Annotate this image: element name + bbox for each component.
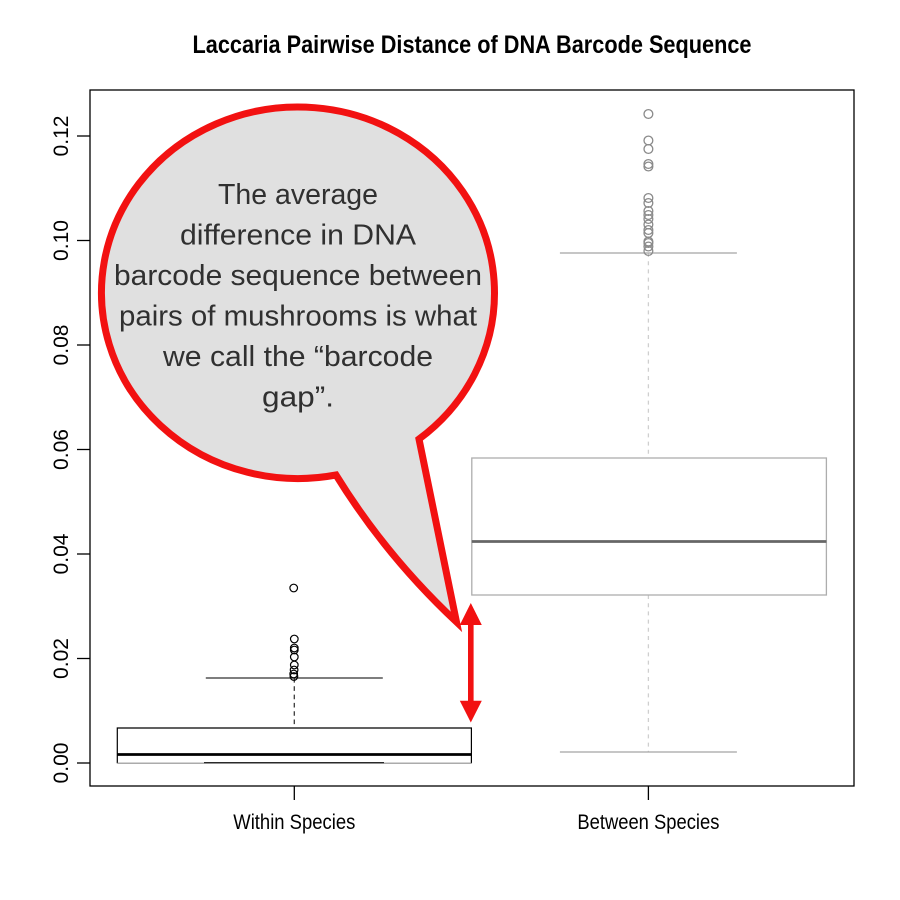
svg-text:0.08: 0.08 bbox=[50, 325, 73, 366]
svg-text:0.02: 0.02 bbox=[50, 638, 73, 679]
svg-text:Laccaria Pairwise Distance of: Laccaria Pairwise Distance of DNA Barcod… bbox=[193, 31, 752, 59]
svg-text:Between Species: Between Species bbox=[577, 811, 719, 834]
svg-text:Within Species: Within Species bbox=[233, 811, 355, 834]
svg-text:0.10: 0.10 bbox=[50, 220, 73, 261]
svg-text:0.12: 0.12 bbox=[50, 116, 73, 157]
svg-text:0.06: 0.06 bbox=[50, 429, 73, 470]
svg-text:gap”.: gap”. bbox=[262, 382, 334, 414]
svg-text:0.04: 0.04 bbox=[50, 533, 73, 574]
svg-text:The average: The average bbox=[218, 179, 378, 211]
svg-text:difference in DNA: difference in DNA bbox=[180, 220, 417, 252]
svg-text:we call the “barcode: we call the “barcode bbox=[162, 341, 433, 373]
svg-text:pairs of mushrooms is what: pairs of mushrooms is what bbox=[119, 301, 477, 333]
svg-text:barcode sequence between: barcode sequence between bbox=[114, 260, 482, 292]
svg-text:0.00: 0.00 bbox=[50, 743, 73, 784]
